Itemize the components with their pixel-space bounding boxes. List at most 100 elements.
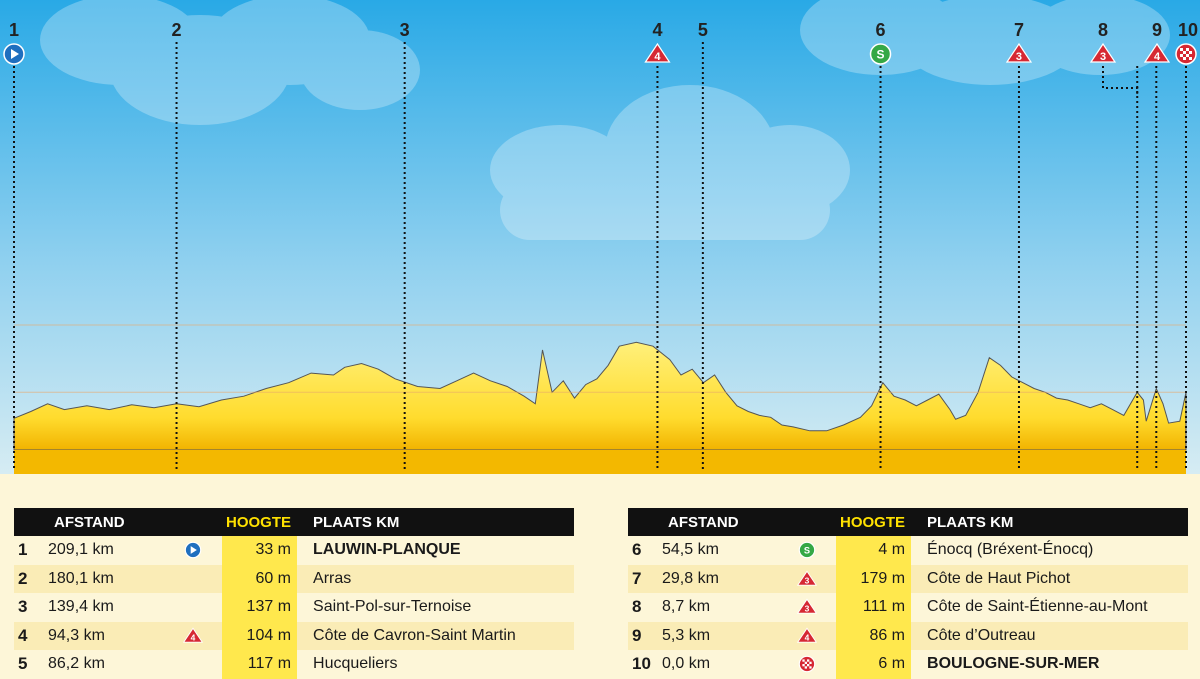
row-place: Arras bbox=[297, 564, 574, 593]
sprint-icon: S bbox=[798, 541, 816, 559]
cat3-icon-shape: 3 bbox=[797, 570, 817, 586]
marker-label: 7 bbox=[1014, 20, 1024, 40]
cat4-icon: 4 bbox=[644, 42, 671, 63]
row-hoogte: 104 m bbox=[222, 621, 298, 650]
marker-lines bbox=[13, 42, 1187, 470]
row-number: 8 bbox=[628, 593, 658, 622]
table-row: 3 139,4 km 137 m Saint-Pol-sur-Ternoise bbox=[14, 593, 574, 622]
row-icon: 4 bbox=[164, 621, 222, 650]
row-icon bbox=[164, 564, 222, 593]
svg-text:4: 4 bbox=[654, 51, 661, 63]
row-hoogte: 117 m bbox=[222, 650, 298, 679]
table-row: 4 94,3 km 4 104 m Côte de Cavron-Saint Marti… bbox=[14, 621, 574, 650]
marker-label: 8 bbox=[1098, 20, 1108, 40]
marker-leader bbox=[1102, 66, 1139, 96]
table-header: AFSTAND HOOGTE PLAATS KM bbox=[628, 508, 1188, 536]
cat4-icon: 4 bbox=[183, 627, 203, 643]
row-place: BOULOGNE-SUR-MER bbox=[911, 650, 1188, 679]
marker-label: 10 bbox=[1178, 20, 1198, 40]
row-place: LAUWIN-PLANQUE bbox=[297, 536, 574, 565]
marker-label: 5 bbox=[698, 20, 708, 40]
svg-text:3: 3 bbox=[1100, 51, 1106, 63]
row-place: Côte de Saint-Étienne-au-Mont bbox=[911, 593, 1188, 622]
header-hoogte: HOOGTE bbox=[836, 508, 912, 536]
row-number: 1 bbox=[14, 536, 44, 565]
table-row: 7 29,8 km 3 179 m Côte de Haut Pichot bbox=[628, 564, 1188, 593]
row-place: Énocq (Bréxent-Énocq) bbox=[911, 536, 1188, 565]
row-number: 5 bbox=[14, 650, 44, 679]
row-number: 2 bbox=[14, 564, 44, 593]
row-icon: 3 bbox=[778, 593, 836, 622]
cat4-icon-shape: 4 bbox=[183, 627, 203, 643]
row-number: 4 bbox=[14, 621, 44, 650]
route-table-left: AFSTAND HOOGTE PLAATS KM 1 209,1 km 33 m LA… bbox=[14, 508, 574, 679]
header-afstand: AFSTAND bbox=[14, 508, 164, 536]
table-header: AFSTAND HOOGTE PLAATS KM bbox=[14, 508, 574, 536]
row-hoogte: 6 m bbox=[836, 650, 912, 679]
svg-text:3: 3 bbox=[805, 604, 810, 614]
table-row: 5 86,2 km 117 m Hucqueliers bbox=[14, 650, 574, 679]
cat4-icon-shape: 4 bbox=[797, 627, 817, 643]
marker-label: 1 bbox=[9, 20, 19, 40]
row-distance: 8,7 km bbox=[658, 593, 778, 622]
finish-icon bbox=[798, 655, 816, 673]
finish-icon bbox=[1175, 43, 1197, 65]
row-icon bbox=[778, 650, 836, 679]
svg-text:3: 3 bbox=[805, 575, 810, 585]
row-icon bbox=[164, 536, 222, 565]
marker-label: 2 bbox=[172, 20, 182, 40]
row-icon bbox=[164, 593, 222, 622]
header-icon bbox=[778, 508, 836, 536]
row-number: 7 bbox=[628, 564, 658, 593]
row-distance: 180,1 km bbox=[44, 564, 164, 593]
header-icon bbox=[164, 508, 222, 536]
row-icon: S bbox=[778, 536, 836, 565]
row-distance: 0,0 km bbox=[658, 650, 778, 679]
row-number: 10 bbox=[628, 650, 658, 679]
row-icon: 3 bbox=[778, 564, 836, 593]
finish-icon-shape bbox=[798, 655, 816, 673]
row-distance: 29,8 km bbox=[658, 564, 778, 593]
svg-text:4: 4 bbox=[191, 632, 196, 642]
stage-profile-chart: 1 2 3 4 4 5 6 S 7 3 8 3 9 4 10 bbox=[0, 0, 1200, 474]
row-icon bbox=[164, 650, 222, 679]
route-table-right: AFSTAND HOOGTE PLAATS KM 6 54,5 km S 4 m Éno… bbox=[628, 508, 1188, 679]
cat4-icon: 4 bbox=[1143, 42, 1171, 63]
svg-text:4: 4 bbox=[1154, 51, 1161, 63]
row-place: Côte de Haut Pichot bbox=[911, 564, 1188, 593]
table-row: 9 5,3 km 4 86 m Côte d’Outreau bbox=[628, 621, 1188, 650]
row-icon: 4 bbox=[778, 621, 836, 650]
row-hoogte: 137 m bbox=[222, 593, 298, 622]
row-place: Hucqueliers bbox=[297, 650, 574, 679]
row-hoogte: 86 m bbox=[836, 621, 912, 650]
row-distance: 54,5 km bbox=[658, 536, 778, 565]
header-plaats: PLAATS KM bbox=[297, 508, 574, 536]
header-plaats: PLAATS KM bbox=[911, 508, 1188, 536]
row-hoogte: 111 m bbox=[836, 593, 912, 622]
marker-label: 9 bbox=[1152, 20, 1162, 40]
cat3-icon: 3 bbox=[1005, 42, 1033, 63]
header-hoogte: HOOGTE bbox=[222, 508, 298, 536]
cat3-icon: 3 bbox=[1089, 42, 1117, 63]
marker-label: 4 bbox=[652, 20, 662, 40]
marker-label: 3 bbox=[400, 20, 410, 40]
start-icon-shape bbox=[184, 541, 202, 559]
row-distance: 86,2 km bbox=[44, 650, 164, 679]
row-hoogte: 60 m bbox=[222, 564, 298, 593]
svg-text:4: 4 bbox=[805, 632, 810, 642]
row-place: Côte de Cavron-Saint Martin bbox=[297, 621, 574, 650]
table-row: 1 209,1 km 33 m LAUWIN-PLANQUE bbox=[14, 536, 574, 565]
sprint-icon-shape: S bbox=[798, 541, 816, 559]
row-number: 6 bbox=[628, 536, 658, 565]
row-distance: 209,1 km bbox=[44, 536, 164, 565]
row-hoogte: 4 m bbox=[836, 536, 912, 565]
svg-text:S: S bbox=[804, 546, 810, 556]
marker-label: 6 bbox=[876, 20, 886, 40]
start-icon bbox=[184, 541, 202, 559]
row-place: Côte d’Outreau bbox=[911, 621, 1188, 650]
svg-text:3: 3 bbox=[1016, 51, 1022, 63]
row-distance: 94,3 km bbox=[44, 621, 164, 650]
cat3-icon-shape: 3 bbox=[797, 598, 817, 614]
table-row: 2 180,1 km 60 m Arras bbox=[14, 564, 574, 593]
row-distance: 139,4 km bbox=[44, 593, 164, 622]
